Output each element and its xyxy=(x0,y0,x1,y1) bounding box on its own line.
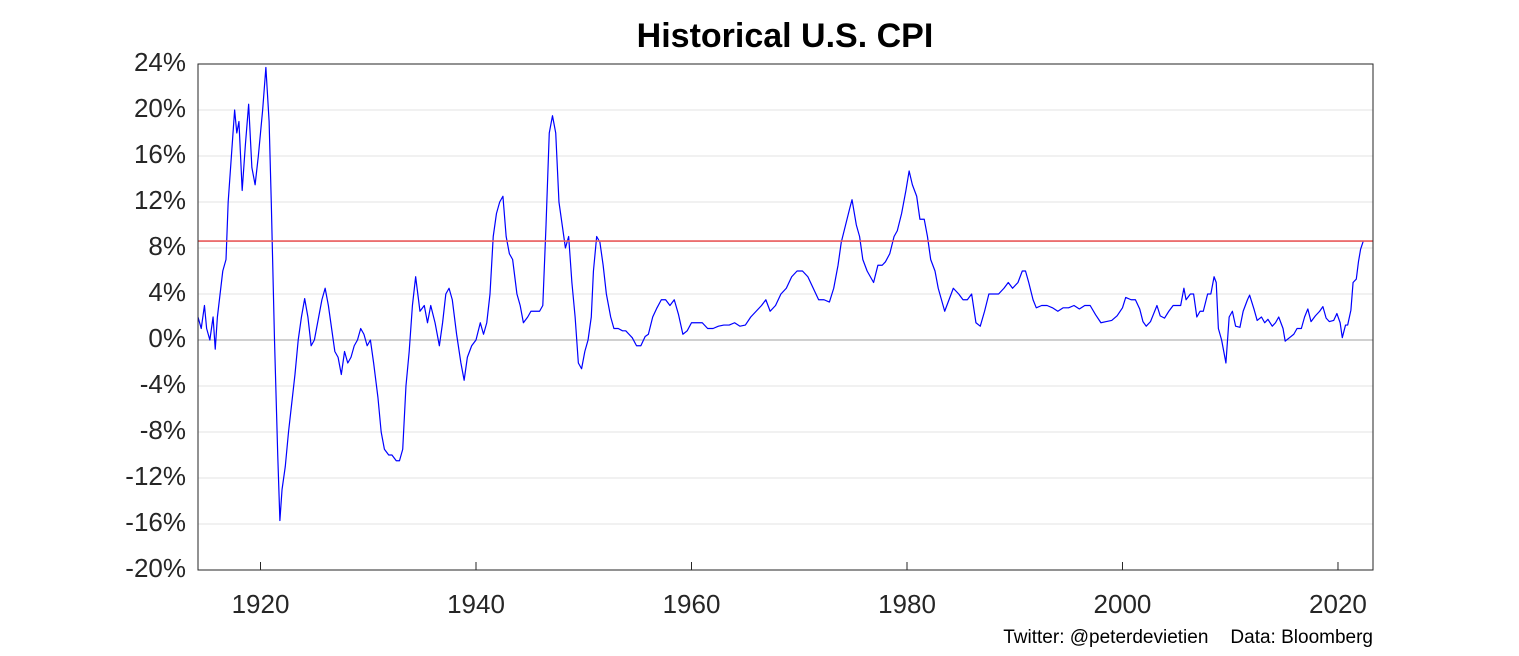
x-tick-label: 2020 xyxy=(1309,589,1367,619)
chart-title: Historical U.S. CPI xyxy=(637,17,934,55)
y-tick-label: 24% xyxy=(134,47,186,77)
y-tick-label: 8% xyxy=(148,231,186,261)
x-tick-label: 1980 xyxy=(878,589,936,619)
y-tick-label: -4% xyxy=(140,369,186,399)
y-tick-label: -20% xyxy=(125,553,186,583)
y-tick-label: 16% xyxy=(134,139,186,169)
x-tick-label: 2000 xyxy=(1094,589,1152,619)
y-tick-label: -16% xyxy=(125,507,186,537)
x-tick-label: 1960 xyxy=(663,589,721,619)
plot-frame xyxy=(197,63,1374,571)
cpi-line xyxy=(197,66,1364,522)
y-tick-label: -12% xyxy=(125,461,186,491)
y-tick-label: 0% xyxy=(148,323,186,353)
footnote: Data: Bloomberg xyxy=(1230,627,1373,648)
y-tick-label: -8% xyxy=(140,415,186,445)
footnote: Twitter: @peterdevietien xyxy=(1003,627,1208,648)
x-tick-label: 1920 xyxy=(232,589,290,619)
y-tick-label: 20% xyxy=(134,93,186,123)
x-tick-label: 1940 xyxy=(447,589,505,619)
y-tick-label: 12% xyxy=(134,185,186,215)
y-tick-label: 4% xyxy=(148,277,186,307)
